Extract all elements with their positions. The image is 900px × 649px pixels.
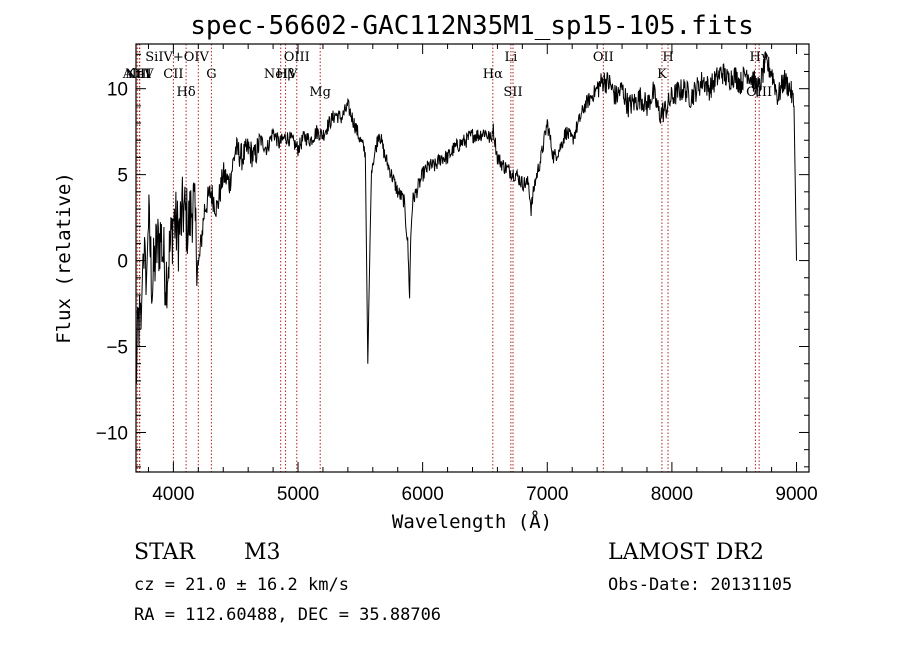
x-axis-label: Wavelength (Å): [392, 510, 552, 533]
marker-label-13: SII: [503, 85, 522, 100]
x-tick-label-1: 5000: [277, 484, 319, 505]
marker-label-4: CII: [163, 67, 183, 82]
x-tick-label-0: 4000: [152, 484, 194, 505]
marker-label-3: SiIV+OIV: [145, 50, 209, 65]
y-tick-label-4: 10: [107, 80, 128, 101]
spectrum-line-0: [135, 51, 797, 384]
ra-dec: RA = 112.60488, DEC = 35.88706: [134, 605, 441, 625]
marker-label-7: OIII: [284, 50, 310, 65]
marker-label-1: NeV: [125, 67, 154, 82]
x-axis-ticks: 4000 5000 6000 7000 8000 9000: [147, 44, 818, 505]
y-tick-label-2: 0: [117, 252, 128, 273]
x-tick-label-4: 8000: [651, 484, 693, 505]
marker-label-8: NeIV: [264, 67, 298, 82]
marker-label-9: Hβ: [276, 67, 295, 82]
marker-label-12: Hα: [483, 67, 503, 82]
emission-line-labels: AlIIINeVOIISiIV+OIVCIIHδGOIIINeIVHβMgLiH…: [122, 50, 772, 100]
marker-label-5: Hδ: [177, 85, 196, 100]
x-tick-label-5: 9000: [775, 484, 817, 505]
y-tick-label-0: −10: [96, 423, 128, 444]
spectrum-series: [135, 51, 797, 384]
object-subclass: M3: [244, 540, 281, 565]
chart-title: spec-56602-GAC112N35M1_sp15-105.fits: [190, 11, 754, 41]
y-axis-ticks: −10 −5 0 5 10: [96, 53, 809, 468]
marker-label-6: G: [206, 67, 216, 82]
redshift-cz: cz = 21.0 ± 16.2 km/s: [134, 575, 349, 595]
object-class: STAR: [134, 540, 196, 565]
x-tick-label-3: 7000: [526, 484, 568, 505]
marker-label-10: Mg: [309, 85, 331, 100]
x-tick-label-2: 6000: [402, 484, 444, 505]
marker-label-0: AlIII: [122, 67, 152, 82]
y-tick-label-1: −5: [106, 338, 128, 359]
marker-label-11: Li: [504, 50, 517, 65]
marker-label-18: OIII: [746, 85, 772, 100]
y-axis-label: Flux (relative): [53, 172, 75, 344]
plot-frame: [135, 43, 810, 473]
observation-date: Obs-Date: 20131105: [608, 575, 792, 595]
marker-label-15: H: [662, 50, 673, 65]
survey-name: LAMOST DR2: [608, 540, 764, 565]
marker-label-14: OII: [593, 50, 614, 65]
marker-label-16: K: [657, 67, 667, 82]
marker-label-2: OII: [129, 67, 150, 82]
y-tick-label-3: 5: [117, 166, 128, 187]
